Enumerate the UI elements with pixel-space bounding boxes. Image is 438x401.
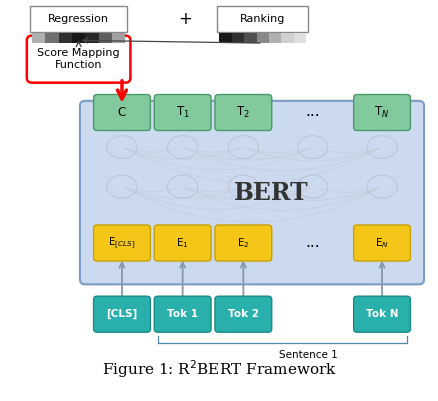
Bar — [281, 33, 293, 43]
FancyBboxPatch shape — [27, 36, 130, 83]
Bar — [85, 33, 99, 43]
Text: C: C — [117, 106, 126, 119]
Text: [CLS]: [CLS] — [106, 309, 137, 319]
Text: E$_{[CLS]}$: E$_{[CLS]}$ — [108, 235, 135, 251]
Text: Score Mapping
Function: Score Mapping Function — [37, 49, 120, 70]
Text: E$_2$: E$_2$ — [237, 236, 249, 250]
Bar — [231, 33, 244, 43]
Bar — [256, 33, 268, 43]
Bar — [219, 33, 231, 43]
Text: T$_N$: T$_N$ — [374, 105, 389, 120]
Bar — [268, 33, 281, 43]
FancyBboxPatch shape — [30, 6, 127, 32]
Bar — [59, 33, 72, 43]
Bar — [244, 33, 256, 43]
Text: T$_2$: T$_2$ — [236, 105, 250, 120]
Text: ...: ... — [305, 104, 319, 119]
FancyBboxPatch shape — [215, 296, 271, 332]
Bar — [45, 33, 59, 43]
FancyBboxPatch shape — [154, 296, 211, 332]
Text: Sentence 1: Sentence 1 — [278, 350, 337, 360]
Bar — [293, 33, 305, 43]
FancyBboxPatch shape — [215, 95, 271, 130]
FancyBboxPatch shape — [353, 296, 410, 332]
FancyBboxPatch shape — [93, 95, 150, 130]
Bar — [72, 33, 85, 43]
FancyBboxPatch shape — [217, 6, 307, 32]
FancyBboxPatch shape — [93, 225, 150, 261]
FancyBboxPatch shape — [80, 101, 423, 284]
Text: Tok 2: Tok 2 — [227, 309, 258, 319]
Text: Ranking: Ranking — [240, 14, 285, 24]
Text: BERT: BERT — [233, 180, 308, 205]
Text: E$_N$: E$_N$ — [374, 236, 388, 250]
FancyBboxPatch shape — [154, 95, 211, 130]
Text: Tok 1: Tok 1 — [167, 309, 198, 319]
Text: E$_1$: E$_1$ — [176, 236, 188, 250]
Text: Tok N: Tok N — [365, 309, 397, 319]
FancyBboxPatch shape — [215, 225, 271, 261]
Bar — [99, 33, 112, 43]
FancyBboxPatch shape — [154, 225, 211, 261]
FancyBboxPatch shape — [93, 296, 150, 332]
FancyBboxPatch shape — [353, 95, 410, 130]
Text: Figure 1: R$^2$BERT Framework: Figure 1: R$^2$BERT Framework — [102, 359, 336, 381]
Text: +: + — [177, 10, 191, 28]
Text: Regression: Regression — [48, 14, 109, 24]
Text: ...: ... — [305, 235, 319, 249]
Text: T$_1$: T$_1$ — [175, 105, 189, 120]
Bar — [112, 33, 125, 43]
FancyBboxPatch shape — [353, 225, 410, 261]
Bar — [32, 33, 45, 43]
